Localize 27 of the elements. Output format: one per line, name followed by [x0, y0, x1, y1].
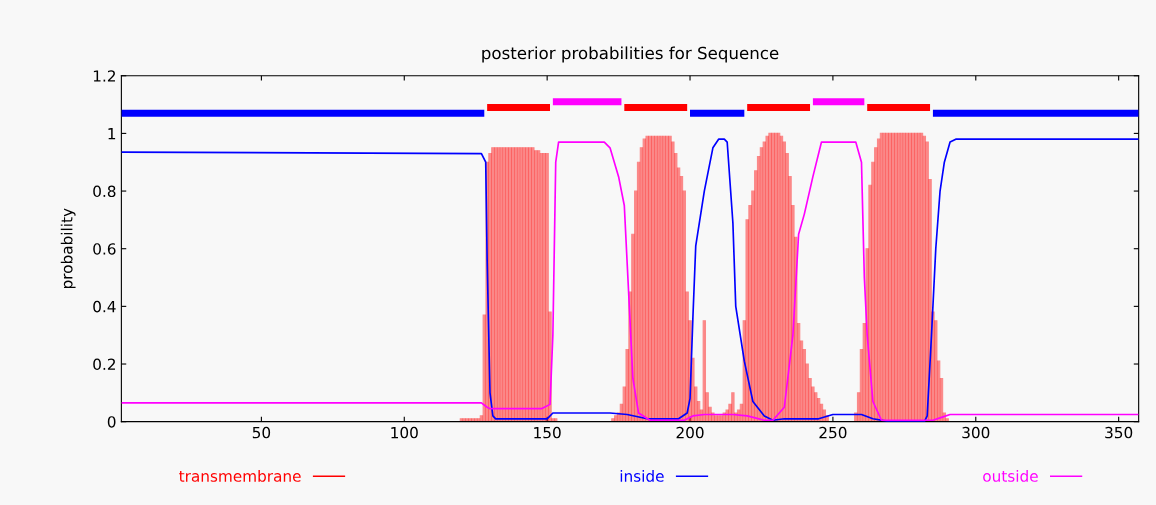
legend-label: transmembrane [179, 470, 301, 482]
y-axis-title: probability [60, 208, 76, 289]
chart-title: posterior probabilities for Sequence [482, 46, 779, 63]
y-tick-label: 0 [107, 416, 116, 428]
bar [685, 291, 689, 422]
y-tick-label: 1.2 [93, 70, 115, 82]
bar [805, 363, 809, 422]
legend-label: inside [620, 470, 664, 482]
x-tick-label: 350 [1105, 426, 1133, 439]
x-tick-label: 50 [252, 426, 271, 439]
bar [705, 392, 709, 422]
bar [694, 386, 698, 422]
y-tick-label: 0.2 [93, 358, 115, 371]
y-tick-label: 0.6 [93, 243, 116, 255]
legend-label: outside [983, 470, 1038, 482]
x-tick-label: 250 [819, 426, 847, 439]
bar [716, 415, 721, 422]
x-tick-label: 300 [962, 426, 990, 439]
bar [945, 418, 949, 422]
y-tick-label: 0.4 [93, 300, 116, 313]
y-tick-label: 0.8 [93, 185, 116, 198]
y-tick-label: 1 [108, 128, 116, 140]
x-tick-label: 200 [676, 426, 704, 439]
x-tick-label: 150 [534, 426, 561, 439]
bar [934, 320, 938, 422]
bar [731, 392, 735, 422]
x-tick-label: 100 [391, 426, 418, 439]
